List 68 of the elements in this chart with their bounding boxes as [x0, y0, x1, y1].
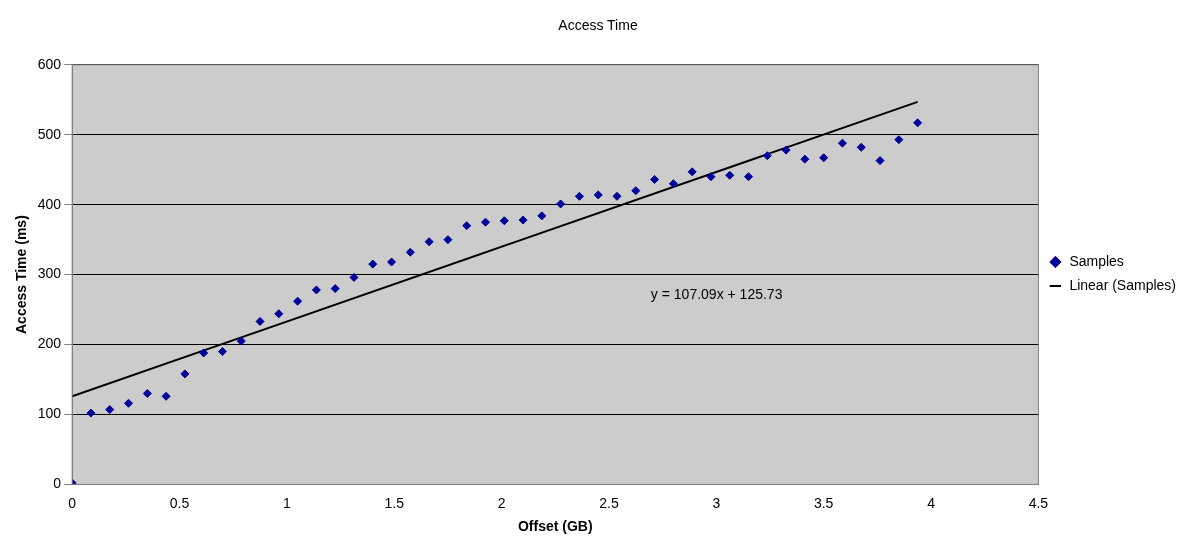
point	[894, 135, 904, 145]
x-tick-label: 3.5	[813, 494, 834, 511]
point	[424, 237, 434, 247]
legend-label: Samples	[1069, 252, 1124, 269]
point	[443, 235, 453, 245]
x-tick-label: 1.5	[384, 494, 405, 511]
point	[800, 154, 810, 164]
chart-title: Access Time	[558, 17, 638, 34]
y-tick-label: 300	[37, 265, 62, 282]
point	[368, 259, 378, 269]
x-tick-label: 0.5	[169, 494, 190, 511]
point	[161, 391, 171, 401]
point	[499, 216, 509, 226]
legend-label: Linear (Samples)	[1069, 276, 1177, 293]
point	[593, 190, 603, 200]
y-tick-label: 200	[37, 335, 62, 352]
point	[556, 199, 566, 209]
point	[725, 170, 735, 180]
y-axis-title: Access Time (ms)	[13, 215, 30, 335]
y-tick-label: 100	[37, 405, 62, 422]
point	[274, 309, 284, 319]
x-axis-title: Offset (GB)	[517, 518, 593, 535]
point	[744, 172, 754, 182]
x-tick-label: 4.5	[1028, 494, 1049, 511]
point	[462, 221, 472, 231]
x-tick-label: 2	[497, 494, 506, 511]
y-tick-label: 400	[37, 195, 62, 212]
point	[687, 167, 697, 177]
point	[481, 217, 490, 227]
point	[650, 174, 660, 184]
point	[668, 179, 678, 189]
x-tick-label: 3	[712, 494, 721, 511]
point	[781, 145, 791, 155]
point	[255, 316, 265, 326]
point	[105, 405, 115, 415]
point	[537, 211, 547, 221]
x-tick-label: 4	[927, 494, 936, 511]
point	[236, 336, 246, 346]
point	[574, 191, 584, 201]
point	[405, 247, 415, 257]
x-tick-label: 2.5	[599, 494, 619, 511]
annotation: y = 107.09x + 125.73	[650, 285, 783, 302]
point	[124, 398, 134, 408]
point	[217, 347, 227, 357]
point	[875, 156, 885, 166]
y-tick-label: 600	[37, 55, 62, 72]
point	[762, 151, 772, 161]
point	[387, 257, 397, 267]
point	[706, 172, 716, 182]
point	[180, 369, 190, 379]
point	[856, 142, 866, 152]
x-tick-label: 0	[68, 494, 77, 511]
point	[819, 153, 829, 163]
y-tick-label: 0	[53, 475, 62, 492]
point	[349, 272, 359, 282]
point	[142, 388, 152, 398]
point	[518, 215, 528, 225]
point	[293, 296, 303, 306]
x-tick-label: 1	[282, 494, 291, 511]
point	[199, 348, 209, 358]
point	[311, 285, 321, 295]
point	[837, 138, 847, 148]
point	[330, 284, 340, 294]
point	[86, 408, 96, 418]
point	[631, 186, 641, 196]
point	[913, 118, 923, 128]
y-tick-label: 500	[37, 125, 62, 142]
point	[612, 191, 622, 201]
